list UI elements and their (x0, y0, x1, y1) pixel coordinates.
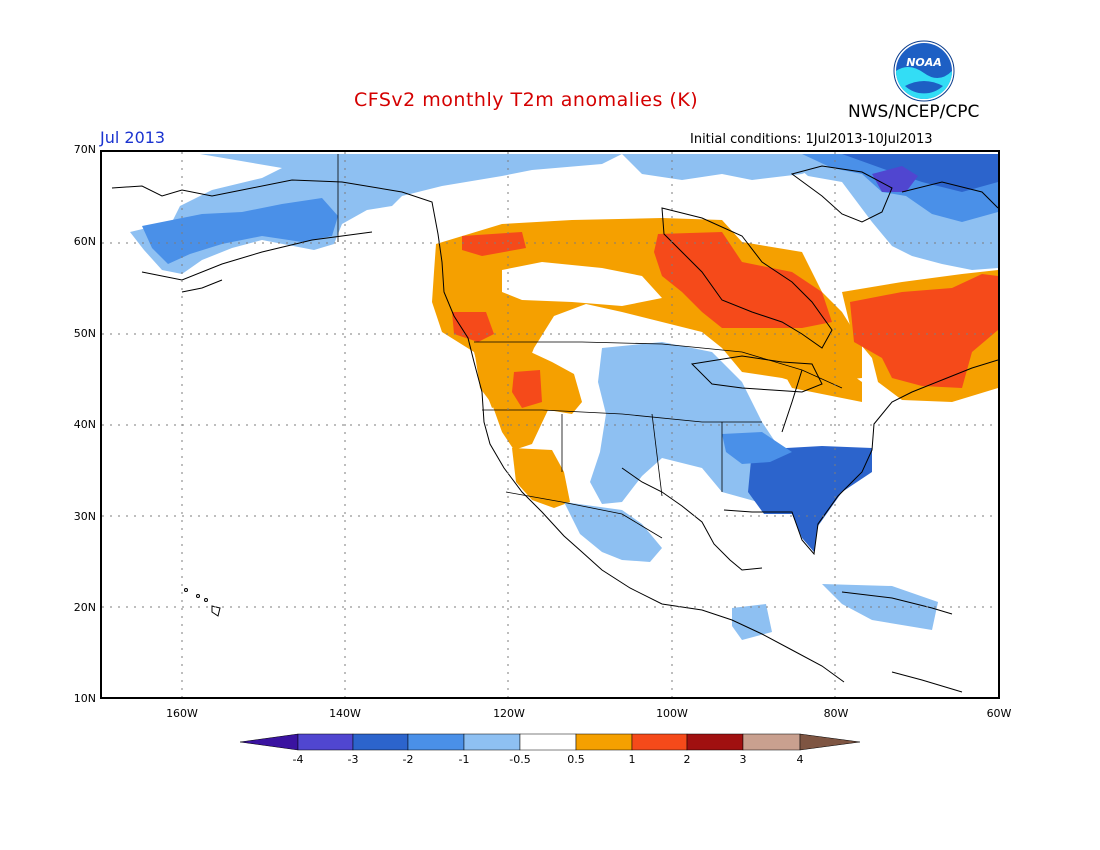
lat-label-40n: 40N (73, 418, 96, 431)
colorbar (240, 733, 861, 751)
colorbar-swatch-above-4 (799, 733, 861, 751)
lon-label-160w: 160W (166, 707, 198, 720)
anomaly-southwest (512, 448, 570, 508)
lon-label-120w: 120W (493, 707, 525, 720)
colorbar-swatch-neutral (519, 733, 577, 751)
colorbar-swatch-2-3 (686, 733, 744, 751)
colorbar-label-p4: 4 (796, 753, 804, 766)
anomaly-pnw-red (512, 370, 542, 408)
anomaly-central-america (732, 604, 772, 640)
lon-label-80w: 80W (823, 707, 849, 720)
lat-label-60n: 60N (73, 235, 96, 248)
agency-label: NWS/NCEP/CPC (848, 102, 980, 122)
colorbar-label-p1: 1 (628, 753, 636, 766)
anomaly-southeast (748, 446, 872, 552)
colorbar-swatch-2-1 (407, 733, 465, 751)
chart-title: CFSv2 monthly T2m anomalies (K) (354, 89, 699, 111)
anomaly-hudson-red (654, 232, 832, 328)
noaa-logo-text: NOAA (906, 56, 942, 69)
lat-label-50n: 50N (73, 327, 96, 340)
anomaly-baffin-dark (842, 154, 998, 192)
anomaly-map (102, 152, 998, 697)
map-panel (100, 150, 1000, 699)
colorbar-label-p3: 3 (739, 753, 747, 766)
colorbar-label-p05: 0.5 (567, 753, 585, 766)
month-label: Jul 2013 (100, 128, 166, 147)
anomaly-plains-light (590, 342, 782, 504)
anomaly-shading (130, 154, 998, 640)
anomaly-alaska (130, 154, 622, 274)
lat-label-20n: 20N (73, 601, 96, 614)
country-borders (337, 154, 843, 539)
anomaly-quebec-red (850, 274, 998, 388)
colorbar-label-m05: -0.5 (509, 753, 531, 766)
anomaly-yukon-red (462, 232, 526, 256)
colorbar-label-m1: -1 (458, 753, 470, 766)
anomaly-alaska-medium (142, 198, 338, 264)
noaa-logo: NOAA (893, 40, 955, 102)
colorbar-swatch-1-2 (631, 733, 688, 751)
anomaly-canada-white (502, 262, 662, 306)
lat-label-10n: 10N (73, 692, 96, 705)
anomaly-mexico (564, 502, 662, 562)
anomaly-southeast-light (722, 432, 792, 464)
lon-label-60w: 60W (986, 707, 1012, 720)
colorbar-swatch-3-4 (742, 733, 801, 751)
hawaii-islands (184, 588, 221, 617)
colorbar-label-m4: -4 (292, 753, 304, 766)
lon-label-140w: 140W (329, 707, 361, 720)
lat-label-70n: 70N (73, 143, 96, 156)
colorbar-swatch-05-1 (575, 733, 633, 751)
colorbar-label-p2: 2 (683, 753, 691, 766)
coastlines (111, 165, 998, 693)
lon-label-100w: 100W (656, 707, 688, 720)
colorbar-swatch-3-2 (352, 733, 409, 751)
colorbar-swatch-4-3 (297, 733, 354, 751)
colorbar-swatch-1-05 (463, 733, 521, 751)
initial-conditions-label: Initial conditions: 1Jul2013-10Jul2013 (690, 132, 933, 147)
colorbar-swatch-below-4 (240, 733, 299, 751)
anomaly-baffin-core (872, 166, 918, 192)
lat-label-30n: 30N (73, 510, 96, 523)
graticule (102, 152, 998, 697)
colorbar-label-m2: -2 (402, 753, 414, 766)
colorbar-label-m3: -3 (347, 753, 359, 766)
anomaly-new-england (782, 368, 862, 402)
